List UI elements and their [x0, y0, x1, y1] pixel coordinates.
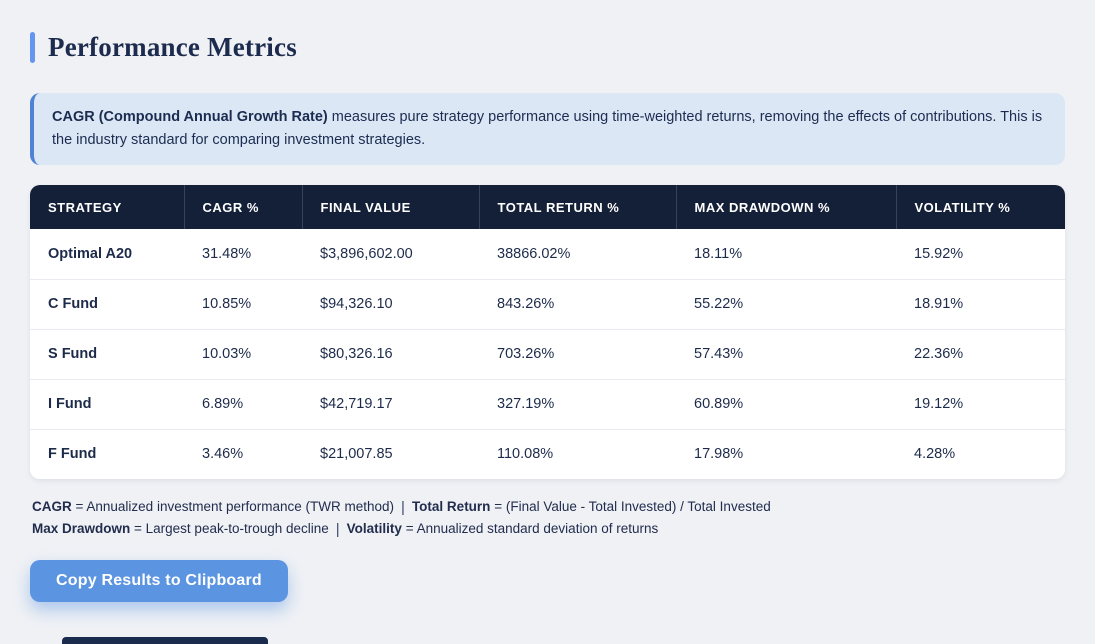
cell-final_value: $3,896,602.00: [302, 229, 479, 279]
cell-final_value: $80,326.16: [302, 328, 479, 379]
page-header: Performance Metrics: [30, 30, 1065, 64]
column-header-total_return: Total Return %: [478, 185, 676, 229]
copy-results-button[interactable]: Copy Results to Clipboard: [30, 560, 288, 602]
cell-cagr: 10.03%: [184, 328, 302, 379]
cagr-info-box: CAGR (Compound Annual Growth Rate) measu…: [30, 93, 1065, 165]
table-row: I Fund 6.89% $42,719.17 327.19% 60.89% 19.12%: [30, 378, 1065, 429]
cell-total_return: 703.26%: [479, 328, 676, 379]
cell-total_return: 327.19%: [479, 378, 676, 429]
cell-strategy: I Fund: [30, 378, 184, 429]
table-row: C Fund 10.85% $94,326.10 843.26% 55.22% 18.91…: [30, 278, 1065, 329]
title-accent-bar: [30, 31, 35, 63]
cagr-info-text: CAGR (Compound Annual Growth Rate) measu…: [52, 106, 1043, 152]
cell-max_drawdown: 18.11%: [676, 229, 896, 279]
cell-volatility: 15.92%: [896, 229, 1065, 279]
cell-max_drawdown: 60.89%: [676, 378, 896, 429]
performance-table: Strategy CAGR % Final Value Total Return % M…: [30, 185, 1065, 479]
cell-max_drawdown: 57.43%: [676, 328, 896, 379]
table-body: Optimal A20 31.48% $3,896,602.00 38866.02% 1…: [30, 229, 1065, 479]
table-header-row: Strategy CAGR % Final Value Total Return % M…: [30, 185, 1065, 229]
footnote-line-1: CAGR = Annualized investment performance…: [32, 499, 1065, 516]
clipped-bottom-element: [62, 637, 268, 644]
cell-total_return: 38866.02%: [479, 229, 676, 279]
footnote-term: Max Drawdown: [32, 521, 131, 536]
footnote-separator: |: [335, 521, 340, 538]
column-header-strategy: Strategy: [48, 199, 122, 215]
page-title: Performance Metrics: [48, 31, 297, 62]
cell-cagr: 31.48%: [184, 229, 302, 279]
table-footnotes: CAGR = Annualized investment performance…: [32, 499, 1065, 538]
footnote-line-2: Max Drawdown = Largest peak-to-trough de…: [32, 521, 1065, 538]
column-header-final_value: Final Value: [301, 185, 479, 229]
cell-strategy: F Fund: [30, 428, 184, 479]
footnote-separator: |: [401, 499, 405, 516]
metrics-table: Strategy CAGR % Final Value Total Return % M…: [30, 185, 1065, 479]
column-header-volatility: Volatility %: [895, 185, 1065, 229]
footnote-term: Total Return: [411, 499, 491, 514]
cell-max_drawdown: 55.22%: [676, 278, 896, 329]
cell-cagr: 3.46%: [184, 428, 302, 479]
cell-total_return: 843.26%: [479, 278, 676, 329]
table-row: Optimal A20 31.48% $3,896,602.00 38866.02% 1…: [30, 229, 1065, 279]
cell-strategy: S Fund: [30, 328, 184, 379]
footnote-def: = (Final Value - Total Invested) / Total…: [490, 499, 771, 514]
cell-strategy: C Fund: [30, 278, 184, 329]
footnote-def: = Annualized investment performance (TWR…: [71, 499, 395, 514]
cell-final_value: $94,326.10: [302, 278, 479, 329]
cell-cagr: 10.85%: [184, 278, 302, 329]
cell-volatility: 22.36%: [896, 328, 1065, 379]
cagr-info-bold: CAGR (Compound Annual Growth Rate): [52, 109, 328, 125]
cell-cagr: 6.89%: [184, 378, 302, 429]
cell-total_return: 110.08%: [479, 428, 676, 479]
column-header-cagr: CAGR %: [183, 185, 302, 229]
cell-volatility: 18.91%: [896, 278, 1065, 329]
cell-volatility: 19.12%: [896, 378, 1065, 429]
table-row: F Fund 3.46% $21,007.85 110.08% 17.98% 4.28%: [30, 428, 1065, 479]
footnote-term: CAGR: [32, 499, 72, 514]
cell-strategy: Optimal A20: [30, 229, 184, 279]
footnote-term: Volatility: [346, 521, 402, 536]
footnote-def: = Annualized standard deviation of retur…: [401, 521, 659, 536]
table-row: S Fund 10.03% $80,326.16 703.26% 57.43% 22.36…: [30, 328, 1065, 379]
cell-volatility: 4.28%: [896, 428, 1065, 479]
footnote-def: = Largest peak-to-trough decline: [130, 521, 329, 536]
cagr-info-rest: measures pure strategy performance using…: [52, 109, 1043, 148]
column-header-max_drawdown: Max Drawdown %: [675, 185, 896, 229]
cell-final_value: $42,719.17: [302, 378, 479, 429]
cell-max_drawdown: 17.98%: [676, 428, 896, 479]
cell-final_value: $21,007.85: [302, 428, 479, 479]
